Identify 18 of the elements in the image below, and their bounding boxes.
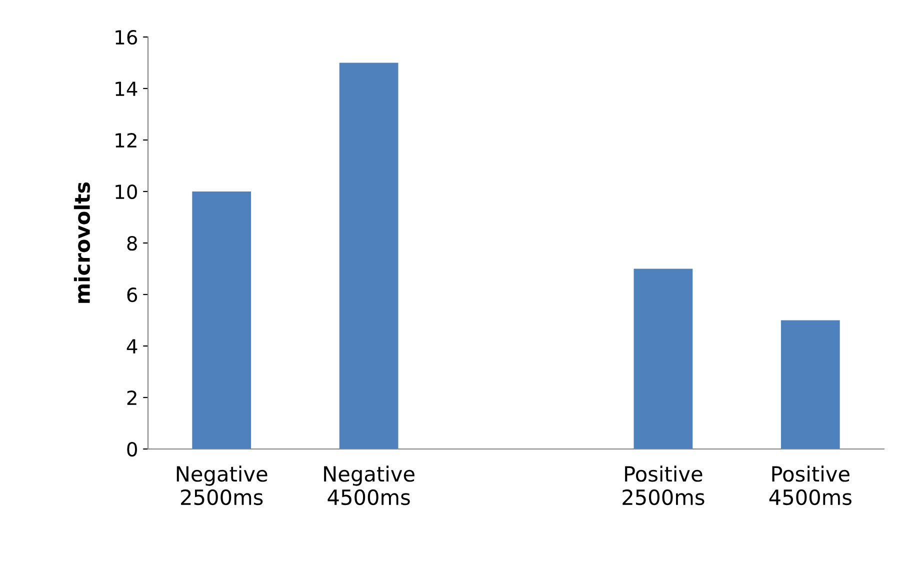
bar: [192, 192, 252, 449]
bar: [780, 320, 840, 449]
x-tick-label: Negative 4500ms: [324, 466, 414, 506]
x-tick-label: Positive 2500ms: [622, 466, 704, 506]
y-tick-label: 4: [126, 339, 138, 354]
y-tick-label: 2: [127, 390, 136, 405]
bar: [339, 62, 398, 449]
y-tick-label: 12: [116, 132, 136, 148]
y-tick-label: 6: [127, 287, 138, 302]
y-tick-label: 0: [127, 442, 137, 457]
x-tick-label: Negative 2500ms: [176, 466, 268, 506]
bar: [634, 268, 693, 449]
y-tick-label: 14: [116, 82, 138, 96]
y-axis-title: microvolts: [74, 182, 90, 303]
y-tick-label: 10: [116, 184, 137, 200]
y-tick-label: 16: [116, 30, 138, 45]
x-tick-label: Positive 4500ms: [769, 466, 852, 506]
y-tick-label: 8: [127, 236, 137, 251]
